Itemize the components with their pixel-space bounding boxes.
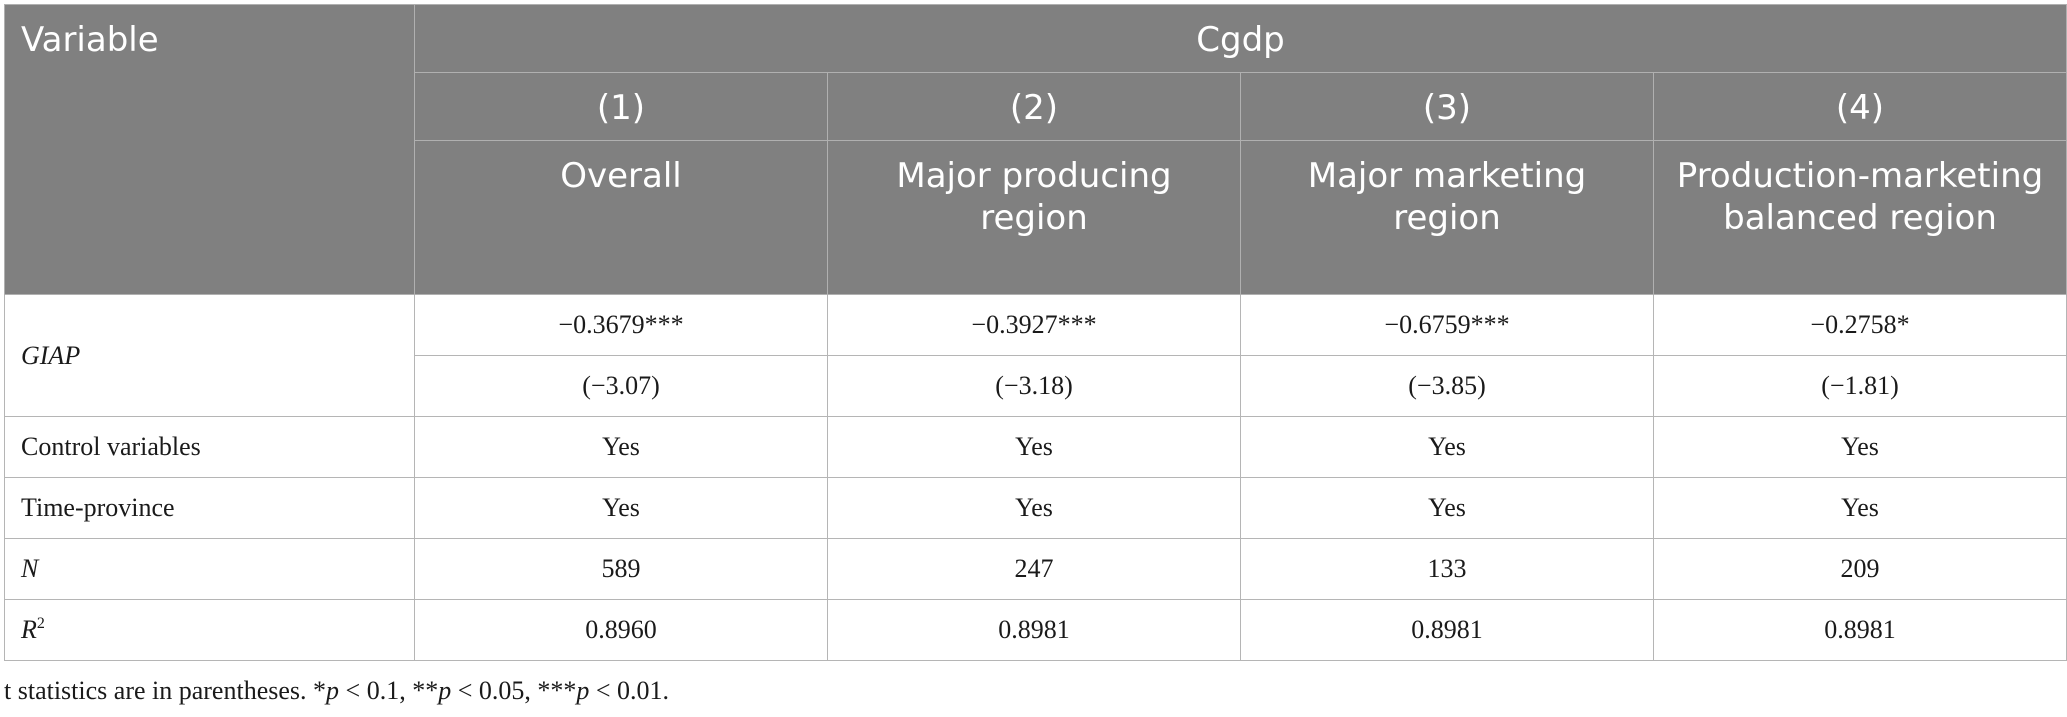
t-stat-cell: (−3.85): [1240, 355, 1654, 417]
table-cell: Yes: [1240, 477, 1654, 539]
coefficient-cell: −0.6759***: [1240, 294, 1654, 356]
table-cell: 0.8960: [414, 599, 828, 661]
column-name: Production-marketing balanced region: [1653, 140, 2067, 295]
variable-header: Variable: [4, 4, 415, 295]
dependent-variable-header: Cgdp: [414, 4, 2067, 73]
row-label-giap: GIAP: [4, 294, 415, 417]
coefficient-cell: −0.3927***: [827, 294, 1241, 356]
t-stat-cell: (−3.18): [827, 355, 1241, 417]
table-row-time-province: Time-province Yes Yes Yes Yes: [4, 477, 2067, 539]
coefficient-cell: −0.2758*: [1653, 294, 2067, 356]
table-cell: 0.8981: [1240, 599, 1654, 661]
table-cell: 247: [827, 538, 1241, 600]
table-cell: Yes: [1653, 477, 2067, 539]
t-stat-cell: (−1.81): [1653, 355, 2067, 417]
table-cell: 0.8981: [1653, 599, 2067, 661]
table-header: Variable Cgdp (1) (2) (3) (4) Overall Ma…: [4, 4, 2067, 295]
coefficient-cell: −0.3679***: [414, 294, 828, 356]
column-name: Overall: [414, 140, 828, 295]
superscript: 2: [36, 615, 45, 632]
table-row-n: N 589 247 133 209: [4, 538, 2067, 600]
table-cell: 589: [414, 538, 828, 600]
row-label-n: N: [4, 538, 415, 600]
row-label-control-variables: Control variables: [4, 416, 415, 478]
row-label-r2: R2: [4, 599, 415, 661]
table-body: GIAP −0.3679*** −0.3927*** −0.6759*** −0…: [4, 294, 2067, 661]
table-cell: Yes: [414, 477, 828, 539]
regression-table: Variable Cgdp (1) (2) (3) (4) Overall Ma…: [4, 4, 2067, 661]
table-cell: 133: [1240, 538, 1654, 600]
table-row-r2: R2 0.8960 0.8981 0.8981 0.8981: [4, 599, 2067, 661]
table-row-control-variables: Control variables Yes Yes Yes Yes: [4, 416, 2067, 478]
table-cell: 0.8981: [827, 599, 1241, 661]
table-cell: Yes: [827, 477, 1241, 539]
table-cell: 209: [1653, 538, 2067, 600]
row-label-time-province: Time-province: [4, 477, 415, 539]
column-name: Major producing region: [827, 140, 1241, 295]
table-row-giap-coef: GIAP −0.3679*** −0.3927*** −0.6759*** −0…: [4, 294, 2067, 417]
table-cell: Yes: [1653, 416, 2067, 478]
table-cell: Yes: [827, 416, 1241, 478]
column-name: Major marketing region: [1240, 140, 1654, 295]
column-number: (1): [414, 72, 828, 141]
table-cell: Yes: [414, 416, 828, 478]
t-stat-cell: (−3.07): [414, 355, 828, 417]
column-number: (4): [1653, 72, 2067, 141]
column-number: (3): [1240, 72, 1654, 141]
table-footnote: t statistics are in parentheses. *p < 0.…: [4, 676, 670, 705]
table-cell: Yes: [1240, 416, 1654, 478]
column-number: (2): [827, 72, 1241, 141]
